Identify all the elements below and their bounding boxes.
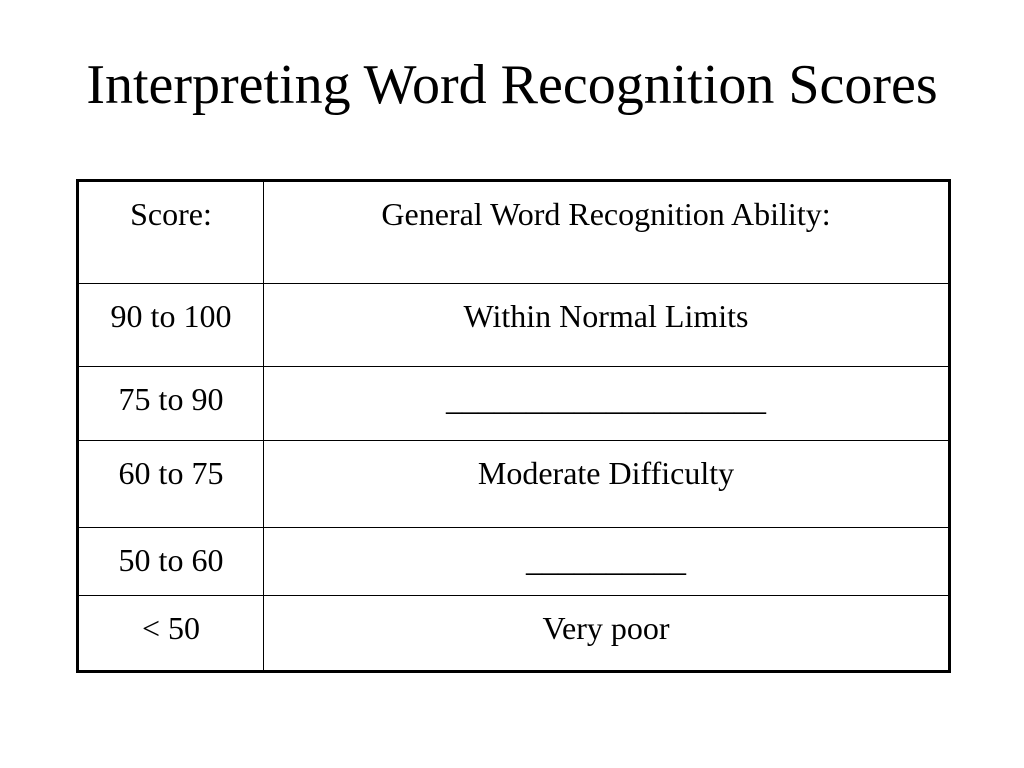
score-cell: 50 to 60 xyxy=(77,527,264,596)
header-score: Score: xyxy=(77,180,264,284)
score-cell: 60 to 75 xyxy=(77,440,264,528)
ability-cell: Moderate Difficulty xyxy=(263,440,950,528)
table-row: 50 to 60 __________ xyxy=(77,527,950,596)
table-row: 90 to 100 Within Normal Limits xyxy=(77,283,950,367)
table-row: 60 to 75 Moderate Difficulty xyxy=(77,440,950,528)
ability-cell: __________ xyxy=(263,527,950,596)
table-header-row: Score: General Word Recognition Ability: xyxy=(77,180,950,284)
scores-table: Score: General Word Recognition Ability:… xyxy=(76,179,951,673)
table-row: 75 to 90 ____________________ xyxy=(77,366,950,441)
score-cell: < 50 xyxy=(77,595,264,672)
header-ability: General Word Recognition Ability: xyxy=(263,180,950,284)
table-row: < 50 Very poor xyxy=(77,595,950,672)
score-cell: 90 to 100 xyxy=(77,283,264,367)
ability-cell: Very poor xyxy=(263,595,950,672)
ability-cell: Within Normal Limits xyxy=(263,283,950,367)
ability-cell: ____________________ xyxy=(263,366,950,441)
slide-title: Interpreting Word Recognition Scores xyxy=(86,54,938,116)
score-cell: 75 to 90 xyxy=(77,366,264,441)
